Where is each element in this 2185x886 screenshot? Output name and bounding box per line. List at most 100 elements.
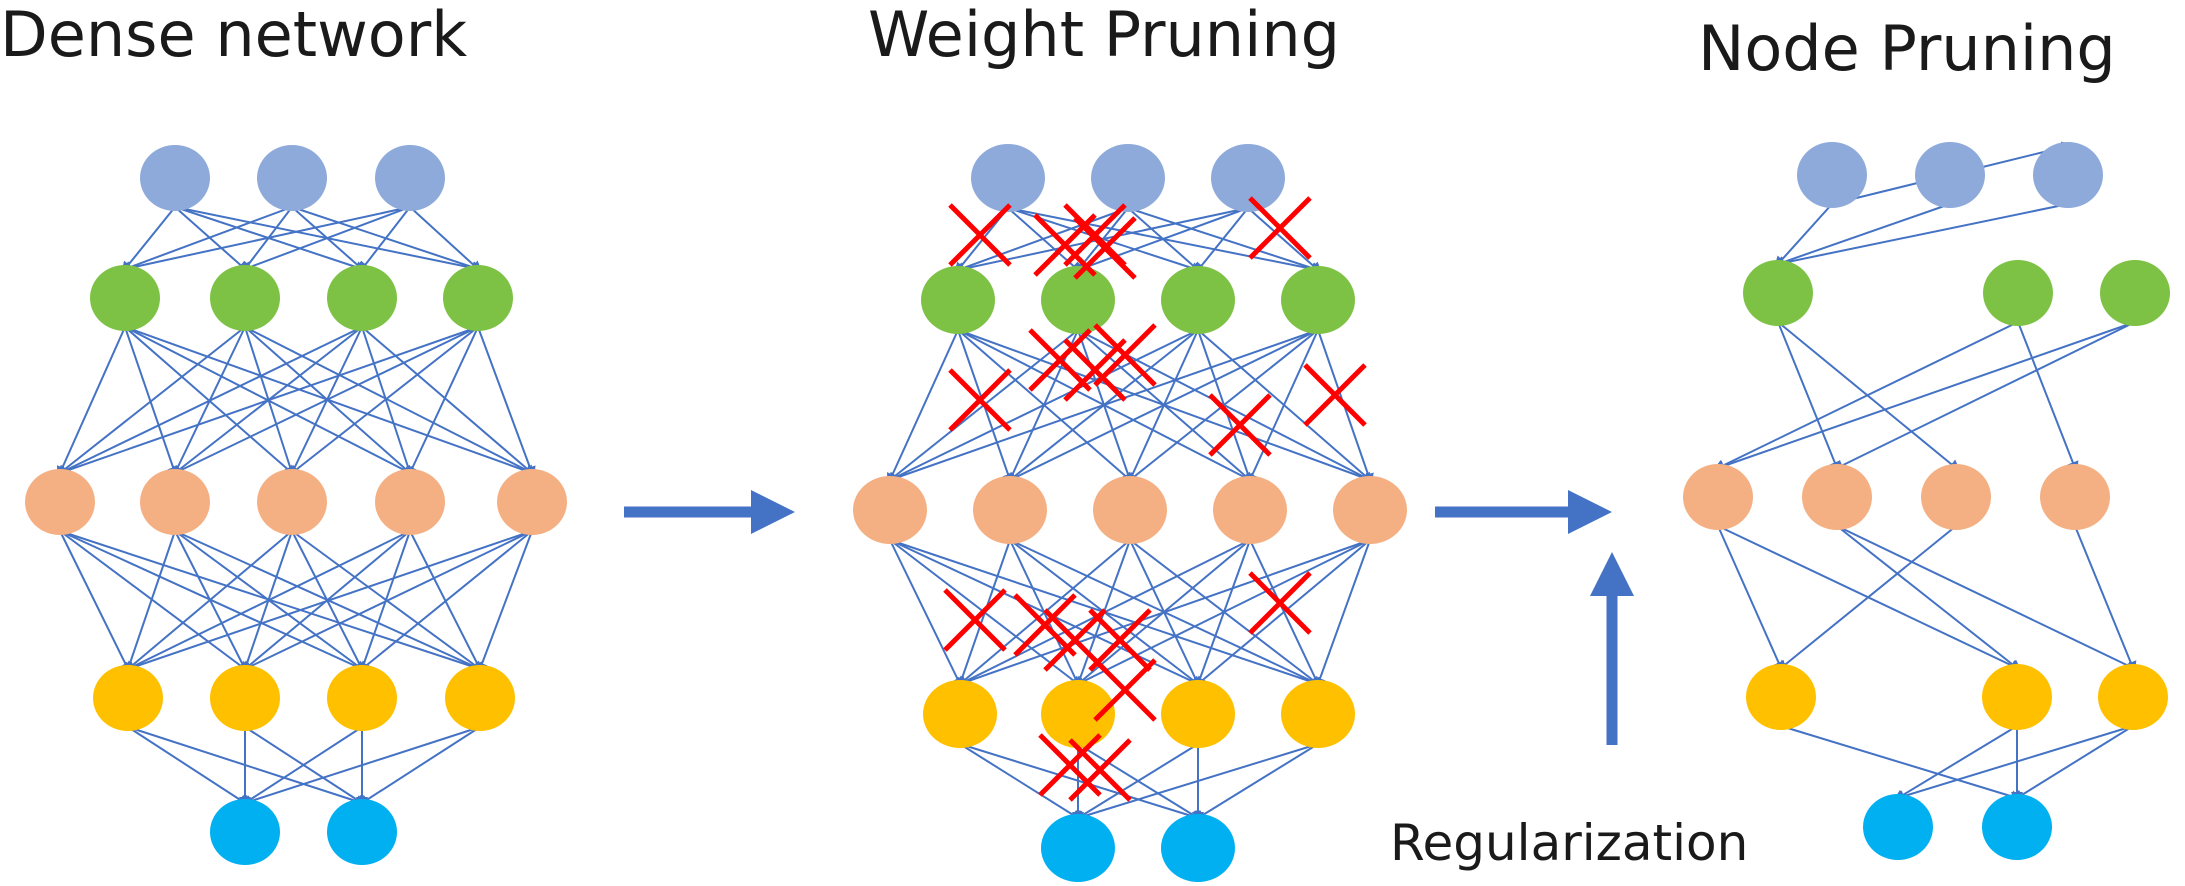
cross-stroke xyxy=(943,588,1007,652)
node-node-l2-1 xyxy=(1802,464,1872,530)
dense-edge-2-4-1 xyxy=(239,530,533,672)
weight-node-l2-4 xyxy=(1333,476,1407,544)
weight-node-l1-0 xyxy=(921,266,995,334)
weight-edge-0-2-1 xyxy=(1072,207,1249,274)
pruned-weight-cross-14 xyxy=(1088,608,1152,672)
dense-node-l4-1 xyxy=(327,799,397,865)
node-node-l2-2 xyxy=(1921,464,1991,530)
dense-edge-1-2-0 xyxy=(54,326,363,476)
title-node-pruning: Node Pruning xyxy=(1698,12,2116,85)
cross-stroke xyxy=(1028,328,1092,392)
weight-node-l3-1 xyxy=(1041,680,1115,748)
node-edge-3-0-1 xyxy=(1780,725,2023,802)
dense-edge-2-3-2 xyxy=(358,530,411,675)
weight-edge-1-3-3 xyxy=(1247,329,1319,486)
cross-stroke xyxy=(1093,658,1157,722)
dense-edge-2-1-0 xyxy=(124,530,176,675)
pruned-weight-cross-10 xyxy=(1303,363,1367,427)
dense-node-l2-2 xyxy=(257,469,327,535)
dense-node-l1-0 xyxy=(90,265,160,331)
dense-edge-2-3-3 xyxy=(409,530,483,675)
node-node-l0-2 xyxy=(2033,142,2103,208)
dense-node-l1-3 xyxy=(443,265,513,331)
cross-stroke xyxy=(1208,393,1272,457)
node-node-l3-3 xyxy=(2098,664,2168,730)
node-node-l3-2 xyxy=(1982,664,2052,730)
weight-node-l2-0 xyxy=(853,476,927,544)
cross-stroke xyxy=(1093,323,1157,387)
dense-node-l1-2 xyxy=(327,265,397,331)
arrow-dense-to-weight xyxy=(624,490,795,534)
arrow-head xyxy=(1568,490,1612,534)
pruned-weight-cross-17 xyxy=(1038,733,1102,797)
pruned-weight-cross-6 xyxy=(1028,328,1092,392)
weight-node-l3-3 xyxy=(1281,680,1355,748)
title-dense-network: Dense network xyxy=(0,0,468,71)
dense-node-l2-3 xyxy=(375,469,445,535)
cross-stroke xyxy=(948,368,1012,432)
pruned-weight-cross-4 xyxy=(1248,196,1312,260)
arrow-head xyxy=(1590,552,1634,596)
node-edge-3-3-1 xyxy=(2011,725,2134,802)
weight-node-l2-1 xyxy=(973,476,1047,544)
title-weight-pruning: Weight Pruning xyxy=(868,0,1340,71)
dense-edge-1-2-4 xyxy=(361,326,537,477)
weight-edge-2-4-1 xyxy=(1072,539,1371,687)
dense-node-l2-1 xyxy=(140,469,210,535)
weight-node-l1-1 xyxy=(1041,266,1115,334)
weight-edge-1-2-0 xyxy=(884,329,1199,483)
weight-edge-0-2-2 xyxy=(1194,207,1249,275)
node-edge-1-3-1 xyxy=(1831,321,2136,471)
node-node-l4-0 xyxy=(1863,794,1933,860)
weight-node-l0-2 xyxy=(1211,144,1285,212)
pruned-weight-cross-3 xyxy=(1073,216,1137,280)
node-edge-0-2-0 xyxy=(1772,203,2069,269)
dense-edge-1-1-4 xyxy=(244,326,538,476)
dense-edge-1-3-0 xyxy=(54,326,479,477)
weight-node-l1-2 xyxy=(1161,266,1235,334)
node-edge-1-2-0 xyxy=(1712,321,2019,471)
dense-edge-1-3-1 xyxy=(169,326,479,476)
node-edge-1-3-0 xyxy=(1712,321,2136,472)
node-edge-3-3-0 xyxy=(1892,725,2134,802)
pruned-weight-cross-18 xyxy=(1068,738,1132,802)
dense-edge-2-3-0 xyxy=(122,530,411,672)
arrow-weight-to-node xyxy=(1435,490,1612,534)
weight-node-l3-0 xyxy=(923,680,997,748)
cross-stroke xyxy=(1068,738,1132,802)
cross-stroke xyxy=(1088,608,1152,672)
weight-edge-3-2-0 xyxy=(1072,743,1199,822)
cross-stroke xyxy=(1248,196,1312,260)
node-node-l1-2 xyxy=(1983,260,2053,326)
dense-edge-1-0-0 xyxy=(56,326,126,479)
dense-edge-3-2-0 xyxy=(239,726,363,807)
arrow-regularization-up xyxy=(1590,552,1634,745)
dense-edge-0-2-0 xyxy=(119,206,411,274)
dense-edge-2-2-0 xyxy=(123,530,293,673)
dense-node-l0-2 xyxy=(375,145,445,211)
dense-edge-1-1-0 xyxy=(55,326,246,477)
dense-edge-0-0-0 xyxy=(121,206,176,274)
node-edge-3-2-0 xyxy=(1892,725,2018,802)
dense-node-l2-4 xyxy=(497,469,567,535)
dense-edge-1-3-3 xyxy=(407,326,479,479)
weight-edge-1-3-2 xyxy=(1125,329,1319,484)
weight-edge-1-3-0 xyxy=(884,329,1319,484)
dense-edge-0-1-0 xyxy=(119,206,293,273)
node-edge-1-2-3 xyxy=(2017,321,2079,474)
arrow-head xyxy=(751,490,795,534)
dense-edge-2-0-0 xyxy=(59,530,131,675)
cross-stroke xyxy=(948,203,1012,267)
node-node-l3-0 xyxy=(1746,664,1816,730)
weight-edge-0-2-3 xyxy=(1247,207,1323,274)
node-edge-2-0-0 xyxy=(1717,525,1785,674)
node-edge-2-3-3 xyxy=(2074,525,2137,674)
dense-edge-3-3-0 xyxy=(239,726,481,807)
dense-node-l1-1 xyxy=(210,265,280,331)
weight-edge-2-4-0 xyxy=(954,539,1371,688)
cross-stroke xyxy=(1038,733,1102,797)
weight-node-l4-1 xyxy=(1161,814,1235,882)
dense-node-l3-3 xyxy=(445,665,515,731)
node-edge-1-0-1 xyxy=(1777,321,1841,474)
